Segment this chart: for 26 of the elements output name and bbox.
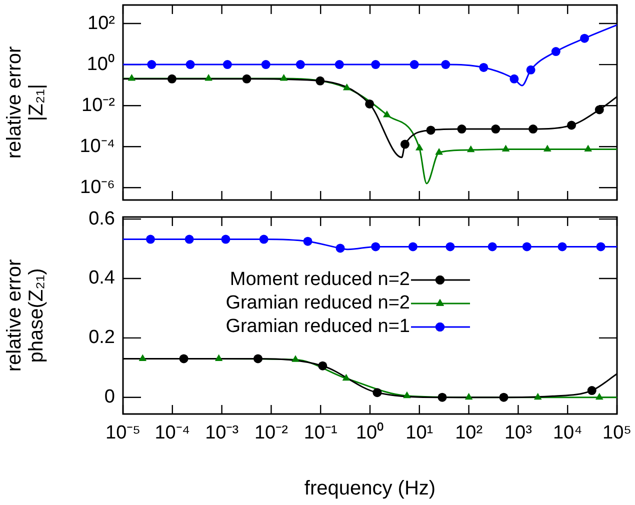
x-tick-label: 10⁴: [552, 422, 582, 444]
y-axis-title: relative error |Z₂₁|: [4, 46, 48, 159]
y-tick-label: 0.6: [88, 208, 115, 230]
y-tick-label: 0.4: [88, 268, 116, 289]
x-tick-label: 10⁰: [356, 422, 384, 444]
x-tick-label: 10⁻¹: [304, 422, 338, 444]
legend-label: Moment reduced n=2: [230, 269, 410, 290]
x-axis-title: frequency (Hz): [304, 478, 436, 500]
x-tick-label: 10⁻⁵: [105, 422, 141, 444]
x-tick-label: 10³: [504, 422, 532, 444]
y-tick-label: 10⁻²: [82, 94, 115, 116]
y-tick-label: 0.2: [88, 327, 115, 348]
y-tick-label: 10⁻⁴: [80, 136, 115, 157]
x-tick-label: 10⁻²: [254, 422, 288, 444]
x-tick-label: 10¹: [406, 422, 434, 444]
x-tick-label: 10²: [455, 422, 483, 444]
legend-label: Gramian reduced n=2: [226, 292, 410, 314]
y-tick-label: 10⁻⁶: [80, 176, 115, 198]
y-tick-label: 10⁰: [86, 52, 115, 75]
legend-label: Gramian reduced n=1: [226, 316, 410, 338]
x-tick-label: 10⁻³: [205, 422, 239, 444]
y-axis-title: relative error phase(Z₂₁): [4, 259, 48, 372]
x-tick-label: 10⁵: [602, 422, 632, 444]
y-tick-label: 0: [104, 386, 115, 408]
y-tick-label: 10²: [88, 12, 115, 34]
x-tick-label: 10⁻⁴: [154, 422, 190, 444]
